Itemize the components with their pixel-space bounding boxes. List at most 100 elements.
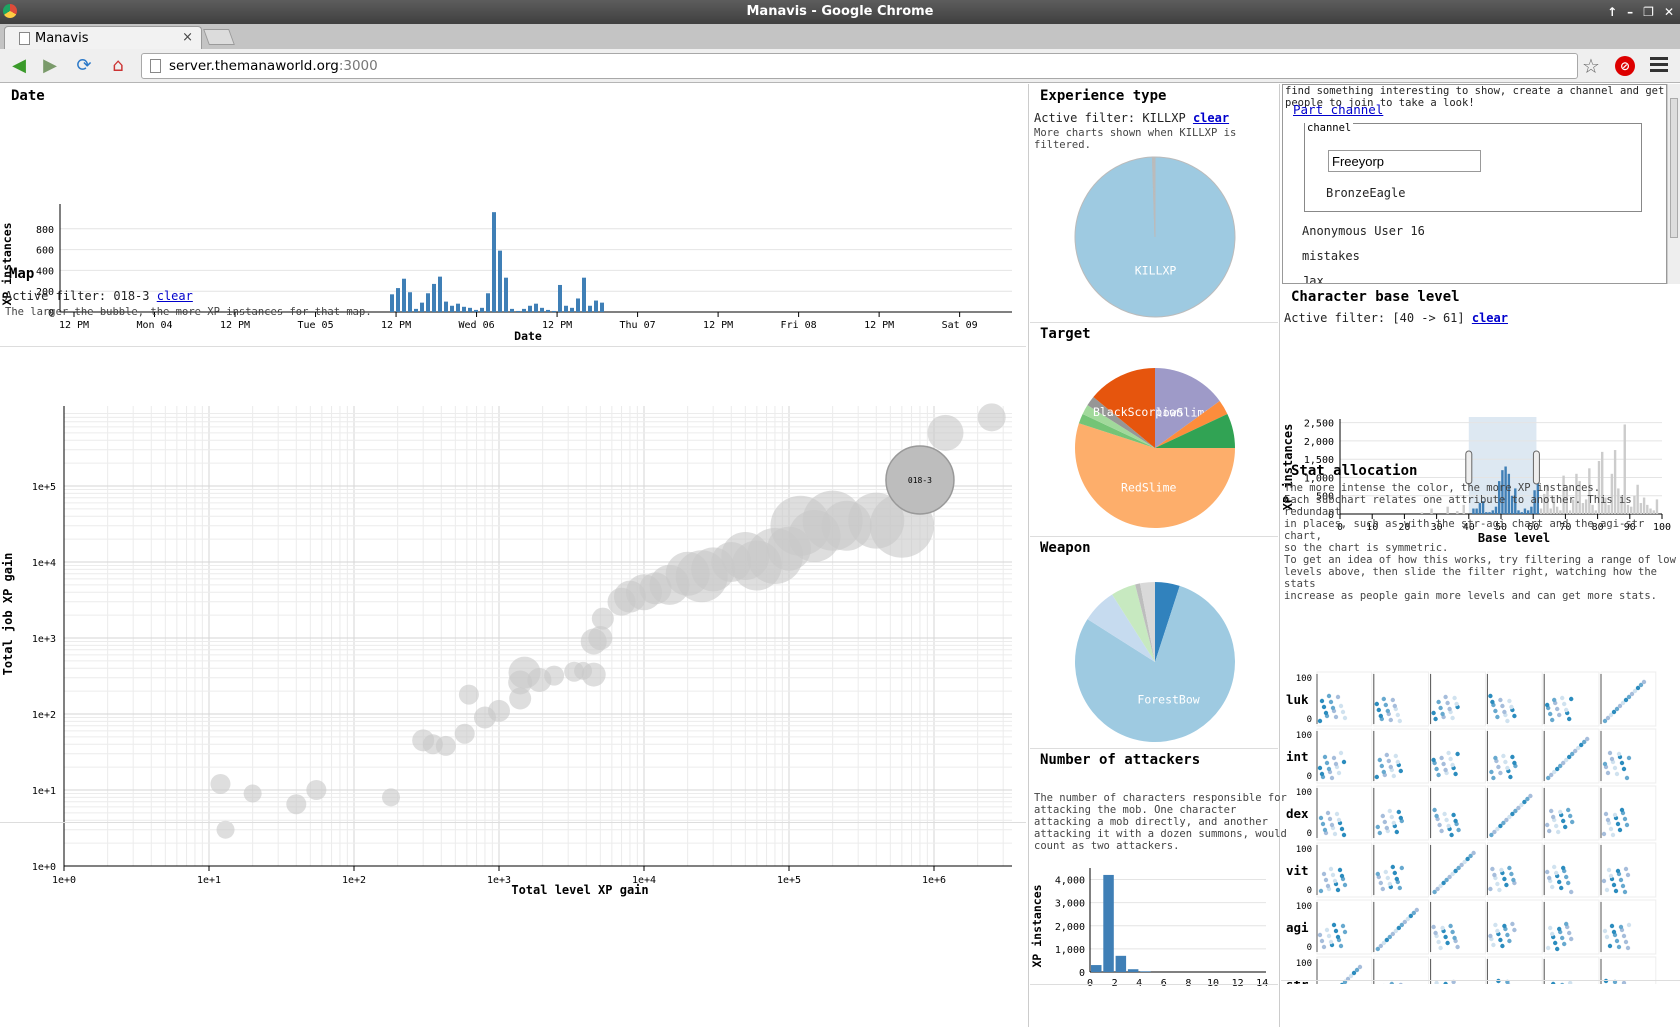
- stat-point: [1447, 874, 1452, 880]
- stat-point: [1490, 866, 1495, 872]
- stat-point: [1319, 938, 1325, 944]
- new-tab-button[interactable]: [203, 29, 235, 45]
- date-xtick: Tue 05: [297, 320, 333, 331]
- level-histogram[interactable]: 0 500 1,000 1,500 2,000 2,500 0 10 20 30 40 50 60 70 8…: [1280, 324, 1680, 544]
- date-bar: [498, 250, 502, 312]
- stat-point: [1376, 707, 1381, 713]
- exp-clear-link[interactable]: clear: [1192, 111, 1230, 125]
- attackers-desc: The number of characters responsible for…: [1034, 792, 1287, 852]
- date-panel-title: Date: [11, 88, 45, 104]
- window-maximize-icon[interactable]: ❐: [1643, 5, 1654, 19]
- attackers-histogram[interactable]: 01,0002,0003,0004,00002468101214Characte…: [1030, 846, 1278, 986]
- stat-point: [1611, 882, 1617, 888]
- stat-point: [1509, 704, 1514, 710]
- stat-point: [1374, 701, 1379, 707]
- page-content: Date 0 200 400 600 800 12 PM Mon 04 12 PM Tue 05…: [0, 84, 1680, 1027]
- weapon-pie[interactable]: ForestBow: [1072, 579, 1238, 745]
- adblock-stop-icon[interactable]: ⊘: [1615, 56, 1635, 76]
- stat-point: [1629, 691, 1635, 697]
- back-arrow-icon[interactable]: ◀: [12, 55, 26, 76]
- address-bar[interactable]: server.themanaworld.org:3000: [141, 53, 1578, 79]
- date-bar: [402, 278, 406, 312]
- stat-point: [1561, 818, 1566, 824]
- stat-point: [1621, 766, 1627, 772]
- att-ylabel: XP instances: [1030, 884, 1044, 967]
- stat-point: [1328, 866, 1334, 872]
- stat-point: [1317, 718, 1323, 724]
- home-icon[interactable]: ⌂: [112, 55, 124, 76]
- map-bubble-chart[interactable]: 1e+0 1e+1 1e+2 1e+3 1e+4 1e+5 1e+6 1e+0 1e+1 1e+2…: [0, 314, 1020, 904]
- level-bar: [1523, 508, 1527, 514]
- stat-point: [1604, 934, 1610, 940]
- window-minimize-icon[interactable]: –: [1627, 5, 1634, 19]
- stat-point: [1545, 822, 1550, 828]
- stat-point: [1449, 832, 1454, 838]
- stat-point: [1454, 701, 1459, 707]
- stat-point: [1387, 881, 1392, 887]
- stat-matrix[interactable]: luk1000int1000dex1000vit1000agi1000str10…: [1280, 584, 1680, 984]
- stat-point: [1388, 764, 1393, 770]
- level-bar: [1607, 504, 1610, 514]
- channel-scrollbar[interactable]: [1667, 84, 1680, 284]
- date-bar: [408, 292, 412, 312]
- level-bar: [1517, 510, 1520, 514]
- stat-point: [1405, 916, 1410, 922]
- forward-arrow-icon[interactable]: ▶: [43, 55, 57, 76]
- stat-point: [1608, 712, 1614, 718]
- stat-point: [1620, 883, 1626, 889]
- stat-point: [1551, 814, 1556, 820]
- stat-point: [1569, 889, 1574, 895]
- chrome-menu-icon[interactable]: [1650, 57, 1668, 75]
- stat-point: [1619, 807, 1625, 813]
- stat-point: [1468, 853, 1473, 859]
- bookmark-star-icon[interactable]: ☆: [1582, 54, 1600, 78]
- stat-point: [1557, 926, 1562, 932]
- stat-point: [1452, 695, 1457, 701]
- channel-name-input[interactable]: [1328, 150, 1481, 172]
- stat-desc-line: Each subchart relates one attribute to a…: [1284, 494, 1632, 518]
- level-clear-link[interactable]: clear: [1471, 311, 1508, 325]
- level-ytick: 1,500: [1304, 455, 1334, 466]
- stat-point: [1443, 694, 1448, 700]
- window-up-icon[interactable]: ↑: [1607, 5, 1618, 19]
- reload-icon[interactable]: ⟳: [76, 55, 92, 76]
- level-bar: [1501, 470, 1504, 514]
- stat-point: [1509, 871, 1514, 877]
- scrollbar-thumb[interactable]: [1670, 98, 1678, 238]
- date-bar: [504, 277, 508, 312]
- stat-point: [1621, 980, 1627, 984]
- date-ytick: 600: [36, 246, 54, 257]
- date-bar: [480, 307, 484, 312]
- stat-point: [1323, 877, 1329, 883]
- level-bar: [1559, 510, 1562, 514]
- date-xtick: 12 PM: [703, 320, 733, 331]
- window-close-icon[interactable]: ✕: [1663, 5, 1674, 19]
- att-xtick: 6: [1161, 978, 1167, 986]
- stat-point: [1626, 922, 1632, 928]
- part-channel-link[interactable]: Part channel: [1293, 102, 1384, 117]
- attackers-desc-line: The number of characters responsible for: [1034, 792, 1287, 804]
- att-bar: [1140, 971, 1151, 972]
- date-bar: [570, 307, 574, 312]
- stat-point: [1385, 708, 1390, 714]
- browser-tab[interactable]: Manavis ×: [4, 26, 202, 49]
- map-clear-link[interactable]: clear: [156, 289, 193, 303]
- stat-point: [1334, 811, 1340, 817]
- level-bar: [1617, 488, 1620, 514]
- exp-type-pie[interactable]: KILLXP: [1072, 154, 1238, 320]
- pie-slice: [1075, 585, 1235, 742]
- stat-point: [1431, 924, 1436, 930]
- stat-point: [1322, 827, 1328, 833]
- level-bar: [1491, 510, 1494, 514]
- stat-point: [1391, 773, 1396, 779]
- date-bar: [486, 293, 490, 312]
- stat-point: [1318, 888, 1324, 894]
- date-histogram[interactable]: 0 200 400 600 800 12 PM Mon 04 12 PM Tue 05 12 PM…: [0, 104, 1020, 344]
- tab-close-icon[interactable]: ×: [182, 30, 193, 45]
- stat-point: [1619, 760, 1625, 766]
- stat-point: [1394, 829, 1399, 835]
- date-ytick: 200: [36, 287, 54, 298]
- date-ytick: 800: [36, 225, 54, 236]
- map-bubble: [454, 723, 475, 744]
